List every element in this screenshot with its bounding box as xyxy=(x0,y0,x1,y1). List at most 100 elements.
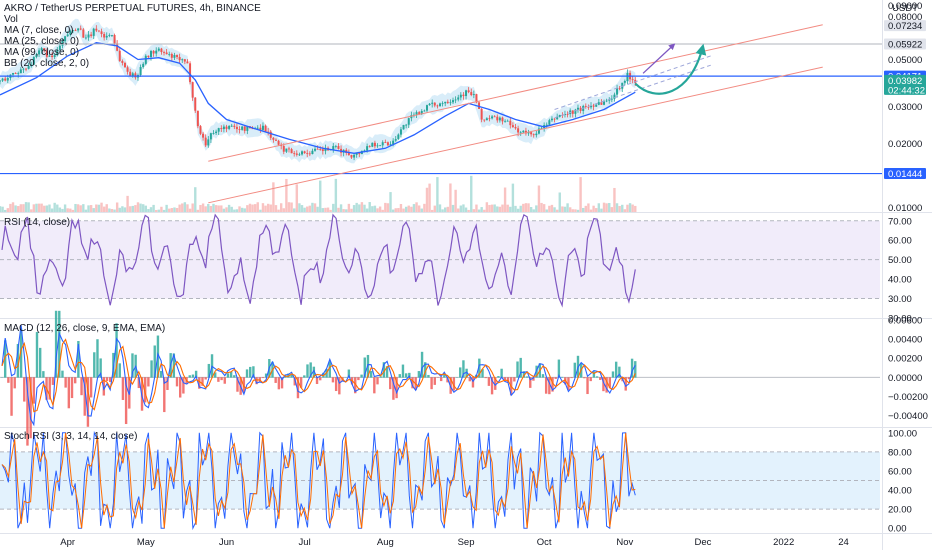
volume-bar xyxy=(233,209,236,212)
candle-body xyxy=(334,146,337,147)
volume-bar xyxy=(621,204,624,212)
chart-title: AKRO / TetherUS PERPETUAL FUTURES, 4h, B… xyxy=(4,3,261,14)
candle-body xyxy=(0,80,1,82)
volume-bar xyxy=(470,175,473,212)
candle-body xyxy=(189,63,192,83)
rsi-pane-title[interactable]: RSI (14, close) xyxy=(4,217,71,228)
candle-body xyxy=(509,120,512,126)
legend-ma99[interactable]: MA (99, close, 0) xyxy=(4,47,80,58)
legend-ma25[interactable]: MA (25, close, 0) xyxy=(4,36,80,47)
volume-bar xyxy=(108,208,111,212)
candle-body xyxy=(535,133,538,136)
candle-body xyxy=(17,73,20,74)
volume-bar xyxy=(222,208,226,212)
macd-histogram-bar xyxy=(277,377,281,390)
macd-histogram-bar xyxy=(255,377,258,385)
candle-body xyxy=(488,118,491,120)
candle-body xyxy=(126,67,129,72)
macd-histogram-bar xyxy=(290,374,293,378)
volume-bar xyxy=(540,202,543,212)
macd-histogram-bar xyxy=(201,377,204,386)
macd-histogram-bar xyxy=(115,323,118,378)
volume-bar xyxy=(488,204,491,212)
candle-body xyxy=(545,124,548,126)
volume-bar xyxy=(477,209,481,212)
volume-bar xyxy=(384,202,387,212)
price-tick-label: 0.08000 xyxy=(888,12,922,23)
candle-body xyxy=(472,94,475,96)
candle-body xyxy=(261,125,264,130)
candle-body xyxy=(436,105,439,107)
time-axis: Apr May Jun Jul Aug Sep Oct Nov Dec 2022 24 xyxy=(60,537,849,548)
macd-histogram-bar xyxy=(560,376,564,378)
time-tick-label: Aug xyxy=(377,537,394,548)
macd-line xyxy=(1,325,636,427)
macd-pane-title[interactable]: MACD (12, 26, close, 9, EMA, EMA) xyxy=(4,323,166,334)
candle-body xyxy=(392,140,395,145)
candle-body xyxy=(459,94,462,98)
volume-bar xyxy=(11,202,15,212)
macd-histogram-bar xyxy=(602,377,605,392)
volume-bar xyxy=(191,203,194,212)
macd-histogram-bar xyxy=(214,372,217,378)
candle-body xyxy=(246,126,249,131)
macd-histogram-bar xyxy=(541,374,545,378)
volume-bar xyxy=(319,180,322,212)
macd-histogram-bar xyxy=(519,357,522,378)
candle-body xyxy=(139,67,142,76)
volume-bar xyxy=(186,204,189,212)
legend-bb[interactable]: BB (20, close, 2, 0) xyxy=(4,58,90,69)
volume-bar xyxy=(105,204,108,212)
candle-body xyxy=(350,155,353,158)
candle-body xyxy=(147,55,150,57)
volume-bar xyxy=(214,205,218,212)
volume-bar xyxy=(581,207,585,212)
candle-body xyxy=(233,125,236,127)
macd-histogram-bar xyxy=(19,328,23,378)
volume-bar xyxy=(290,202,293,212)
purple-arrow xyxy=(642,43,676,74)
volume-bar xyxy=(149,207,153,212)
macd-histogram-bar xyxy=(548,377,551,395)
candle-body xyxy=(501,117,504,122)
candle-body xyxy=(129,71,132,76)
rsi-line xyxy=(1,213,636,308)
macd-histogram-bar xyxy=(124,377,128,425)
candle-body xyxy=(399,129,402,135)
volume-bar xyxy=(519,205,522,212)
volume-bar xyxy=(610,207,614,212)
volume-bar xyxy=(467,209,470,212)
candle-body xyxy=(428,103,431,106)
legend-vol[interactable]: Vol xyxy=(4,14,18,25)
volume-bar xyxy=(19,204,23,212)
candle-body xyxy=(116,43,119,51)
macd-histogram-bar xyxy=(331,377,335,383)
candle-body xyxy=(110,35,113,36)
macd-histogram-bar xyxy=(150,360,153,378)
candle-body xyxy=(259,127,262,130)
volume-bar xyxy=(53,202,56,212)
candle-body xyxy=(202,133,205,138)
stoch-pane-title[interactable]: Stoch RSI (3, 3, 14, 14, close) xyxy=(4,431,138,442)
candle-body xyxy=(355,152,358,155)
macd-histogram-bar xyxy=(99,358,102,378)
price-badge xyxy=(884,20,926,32)
macd-histogram-bar xyxy=(465,368,468,378)
candle-body xyxy=(425,105,428,111)
legend-ma7[interactable]: MA (7, close, 0) xyxy=(4,25,74,36)
volume-bar xyxy=(32,204,36,212)
macd-axis: 0.00600 0.00400 0.00200 0.00000 −0.00200 −0.0… xyxy=(888,315,928,422)
candle-body xyxy=(277,140,280,145)
volume-bar xyxy=(238,206,241,212)
macd-histogram-bar xyxy=(93,352,96,378)
volume-bar xyxy=(102,206,106,212)
price-tick-label: 0.05000 xyxy=(888,55,922,66)
macd-histogram-bar xyxy=(634,361,637,378)
candle-body xyxy=(441,103,444,105)
candle-body xyxy=(517,128,520,133)
volume-bar xyxy=(165,204,168,212)
rsi-band xyxy=(0,220,880,299)
volume-bar xyxy=(175,207,179,212)
